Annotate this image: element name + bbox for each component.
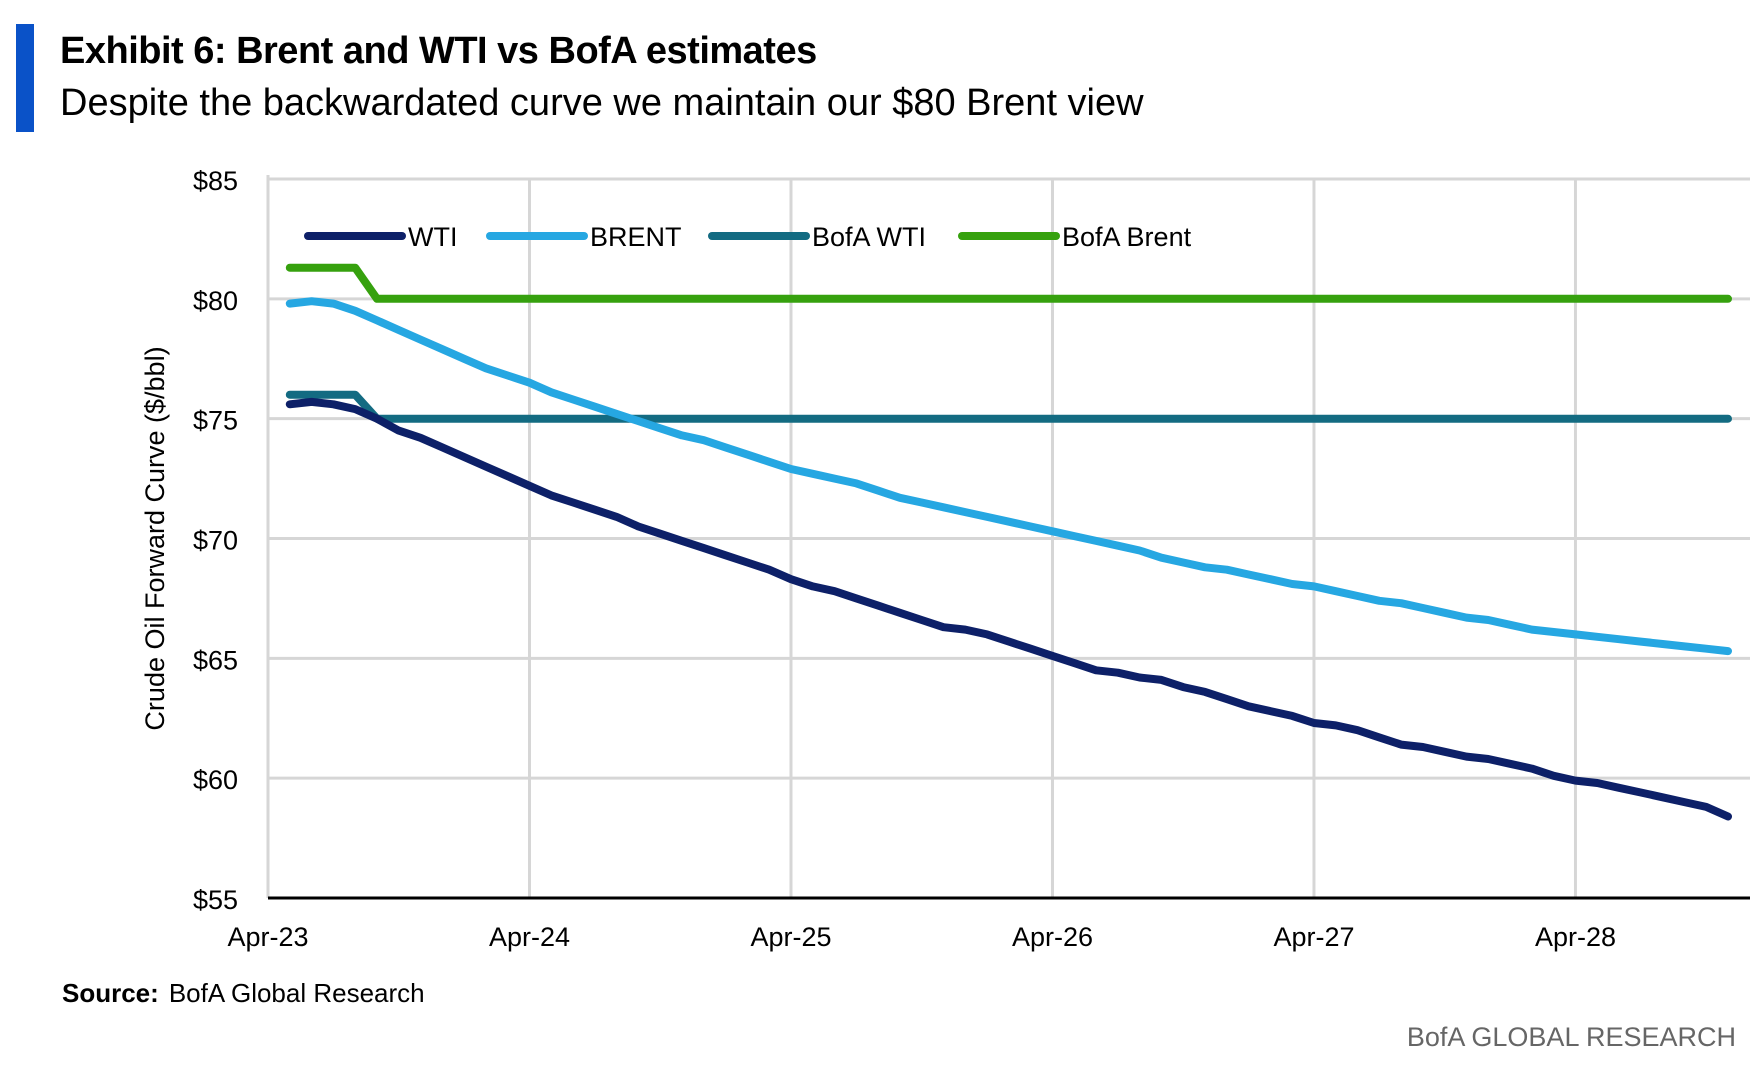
x-tick-label: Apr-25	[750, 922, 831, 952]
x-tick-label: Apr-27	[1273, 922, 1354, 952]
series-line-bofa-wti	[285, 390, 1732, 423]
series-line-wti	[285, 397, 1732, 821]
chart-title: Exhibit 6: Brent and WTI vs BofA estimat…	[60, 30, 817, 72]
x-tick-label: Apr-28	[1535, 922, 1616, 952]
legend-label-brent: BRENT	[590, 222, 682, 252]
title-accent-bar	[16, 24, 34, 132]
x-tick-label: Apr-23	[227, 922, 308, 952]
x-tick-label: Apr-26	[1012, 922, 1093, 952]
y-tick-label: $60	[193, 765, 238, 795]
y-axis-label: Crude Oil Forward Curve ($/bbl)	[140, 346, 170, 730]
y-tick-label: $85	[193, 166, 238, 196]
series-line-bofa-brent	[285, 263, 1732, 303]
brand-watermark: BofA GLOBAL RESEARCH	[1406, 1022, 1736, 1052]
source-label: Source:	[62, 978, 159, 1008]
y-tick-label: $80	[193, 286, 238, 316]
legend-label-wti: WTI	[408, 222, 457, 252]
legend-label-bofa-wti: BofA WTI	[812, 222, 926, 252]
chart-subtitle: Despite the backwardated curve we mainta…	[60, 82, 1144, 124]
y-tick-label: $75	[193, 406, 238, 436]
source-text: BofA Global Research	[168, 978, 425, 1008]
legend-label-bofa-brent: BofA Brent	[1062, 222, 1192, 252]
y-tick-label: $55	[193, 885, 238, 915]
y-tick-label: $65	[193, 645, 238, 675]
x-tick-label: Apr-24	[489, 922, 570, 952]
source-note: Source: BofA Global Research	[62, 978, 425, 1009]
y-tick-label: $70	[193, 526, 238, 556]
series-line-brent	[285, 297, 1732, 656]
